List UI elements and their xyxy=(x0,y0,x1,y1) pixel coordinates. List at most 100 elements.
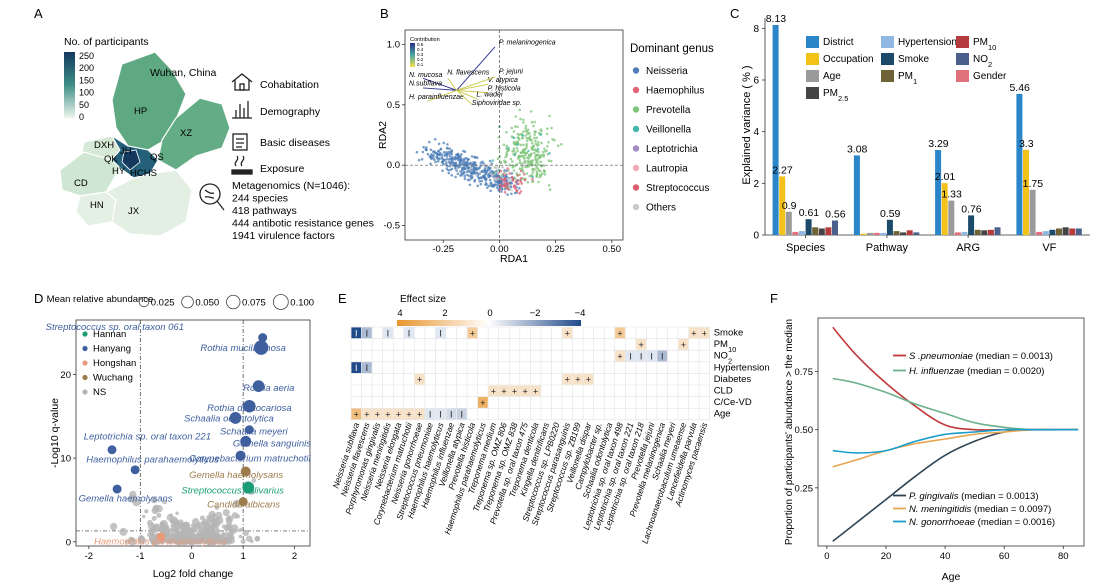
size-legend-tick: 0.050 xyxy=(195,298,219,309)
volcano-point-schaalia-meyeri xyxy=(244,425,254,435)
heatmap-cell-mark: + xyxy=(702,328,707,338)
rda-x-tick-label: 0.50 xyxy=(603,244,622,255)
rda-sample-point-haemophilus xyxy=(511,177,515,181)
panel-letter-b: B xyxy=(380,6,389,21)
age-legend-species: N. meningitidis xyxy=(909,504,972,515)
survey-item-cohabitation: Cohabitation xyxy=(260,79,319,91)
volcano-point-gemella-haemolysans xyxy=(240,466,251,477)
heatmap-cell xyxy=(361,327,372,339)
size-legend-tick: 0.025 xyxy=(151,298,175,309)
rda-sample-point-veillonella xyxy=(531,175,534,179)
rda-sample-point-prevotella xyxy=(514,142,517,145)
variance-bar-pathway-pm1 xyxy=(893,231,900,235)
age-legend-median: (median = 0.0013) xyxy=(961,491,1038,502)
age-legend-median: (median = 0.0016) xyxy=(978,517,1055,528)
rda-sample-point-neisseria xyxy=(458,160,462,164)
variance-value-label: 0.59 xyxy=(880,208,901,220)
rda-sample-point-neisseria xyxy=(506,193,509,196)
volcano-point-label: Schaalia odontolytica xyxy=(184,413,274,424)
rda-sample-point-neisseria xyxy=(453,158,456,161)
rda-sample-point-streptococcus xyxy=(498,188,502,191)
rda-sample-point-neisseria xyxy=(482,175,486,179)
rda-sample-point-prevotella xyxy=(535,161,538,165)
volcano-point-haemophilus-parahaemolyticus xyxy=(130,465,140,475)
rda-sample-point-prevotella xyxy=(519,117,522,121)
heatmap-cell-mark: I xyxy=(366,328,369,338)
volcano-ns-point xyxy=(175,511,179,516)
participants-legend-tick: 100 xyxy=(79,88,94,98)
age-legend-median: (median = 0.0020) xyxy=(967,366,1044,377)
rda-sample-point-prevotella xyxy=(546,127,549,130)
variance-legend-swatch-pm1 xyxy=(881,70,894,82)
rda-sample-point-neisseria xyxy=(459,170,462,173)
heatmap-cell-mark: I xyxy=(366,363,369,373)
variance-value-label: 3.29 xyxy=(928,138,949,150)
variance-bar-pathway-district xyxy=(853,155,860,235)
volcano-point-label: Gemella haemolysans xyxy=(189,470,283,481)
heatmap-cell xyxy=(636,339,646,350)
rda-sample-point-neisseria xyxy=(436,153,439,157)
rda-sample-point-others xyxy=(509,179,513,182)
rda-sample-point-neisseria xyxy=(484,172,488,175)
volcano-ns-point xyxy=(128,494,137,503)
rda-sample-point-neisseria xyxy=(459,174,462,177)
rda-sample-point-prevotella xyxy=(537,163,540,166)
rda-sample-point-haemophilus xyxy=(500,177,503,181)
volcano-ns-point xyxy=(187,527,196,536)
volcano-ns-point xyxy=(151,507,159,515)
rda-sample-point-prevotella xyxy=(538,175,542,179)
rda-sample-point-prevotella xyxy=(523,157,526,160)
variance-legend-label-occupation: Occupation xyxy=(823,54,874,65)
bar-chart-icon xyxy=(232,101,252,119)
variance-bar-vf-no2 xyxy=(1075,228,1082,235)
heatmap-row-label-c-ce-vd: C/Ce-VD xyxy=(714,397,752,408)
heatmap-cell xyxy=(520,385,530,397)
age-x-tick-label: 40 xyxy=(940,551,951,562)
age-legend-label-p-gingivalis: P. gingivalis (median = 0.0013) xyxy=(909,491,1038,502)
variance-bar-species-gender xyxy=(792,231,799,235)
rda-sample-point-prevotella xyxy=(505,144,509,148)
genus-legend-swatch-lautropia xyxy=(632,164,640,172)
rda-sample-point-prevotella xyxy=(524,134,527,137)
rda-sample-point-neisseria xyxy=(475,171,479,174)
rda-sample-point-veillonella xyxy=(527,149,530,153)
rda-sample-point-neisseria xyxy=(486,170,489,173)
variance-bar-arg-smoke xyxy=(968,215,975,235)
variance-bar-pathway-smoke xyxy=(886,219,893,235)
rda-sample-point-haemophilus xyxy=(531,178,534,181)
rda-sample-point-prevotella xyxy=(522,170,525,174)
variance-bar-pathway-pm10 xyxy=(906,230,913,235)
rda-sample-point-neisseria xyxy=(490,162,494,165)
rda-sample-point-prevotella xyxy=(530,163,534,166)
rda-sample-point-prevotella xyxy=(538,156,542,159)
volcano-point-streptococcus-sp-oral-taxon-061 xyxy=(258,333,268,343)
rda-sample-point-prevotella xyxy=(533,120,536,124)
rda-sample-point-prevotella xyxy=(535,153,539,157)
effect-size-tick: 4 xyxy=(397,308,402,319)
rda-sample-point-neisseria xyxy=(469,161,472,165)
rda-sample-point-neisseria xyxy=(454,167,457,170)
rda-sample-point-neisseria xyxy=(461,172,464,176)
heatmap-cell xyxy=(572,373,583,385)
volcano-point-rothia-aeria xyxy=(252,380,265,393)
rda-sample-point-prevotella xyxy=(505,151,508,154)
rda-sample-point-neisseria xyxy=(437,142,441,146)
volcano-ns-point xyxy=(228,537,235,544)
volcano-ns-point xyxy=(209,534,218,543)
metagenomics-line: 444 antibotic resistance genes xyxy=(232,218,374,230)
rda-sample-point-prevotella xyxy=(535,173,539,177)
rda-sample-point-prevotella xyxy=(500,174,504,177)
rda-x-tick-label: 0.00 xyxy=(490,244,509,255)
genus-legend-swatch-neisseria xyxy=(632,67,640,74)
rda-sample-point-prevotella xyxy=(505,130,508,134)
age-curve-s-pneumoniae xyxy=(832,326,1079,431)
heatmap-cell-mark: I xyxy=(661,352,664,362)
age-legend-species: S .pneumoniae xyxy=(909,351,973,362)
volcano-group-label-hannan: Hannan xyxy=(93,329,126,340)
rda-sample-point-neisseria xyxy=(445,157,449,161)
rda-sample-point-others xyxy=(489,172,493,175)
volcano-ns-point xyxy=(151,524,160,533)
volcano-ns-point xyxy=(189,538,194,542)
genus-legend-swatch-prevotella xyxy=(632,106,640,113)
rda-sample-point-others xyxy=(490,174,494,178)
